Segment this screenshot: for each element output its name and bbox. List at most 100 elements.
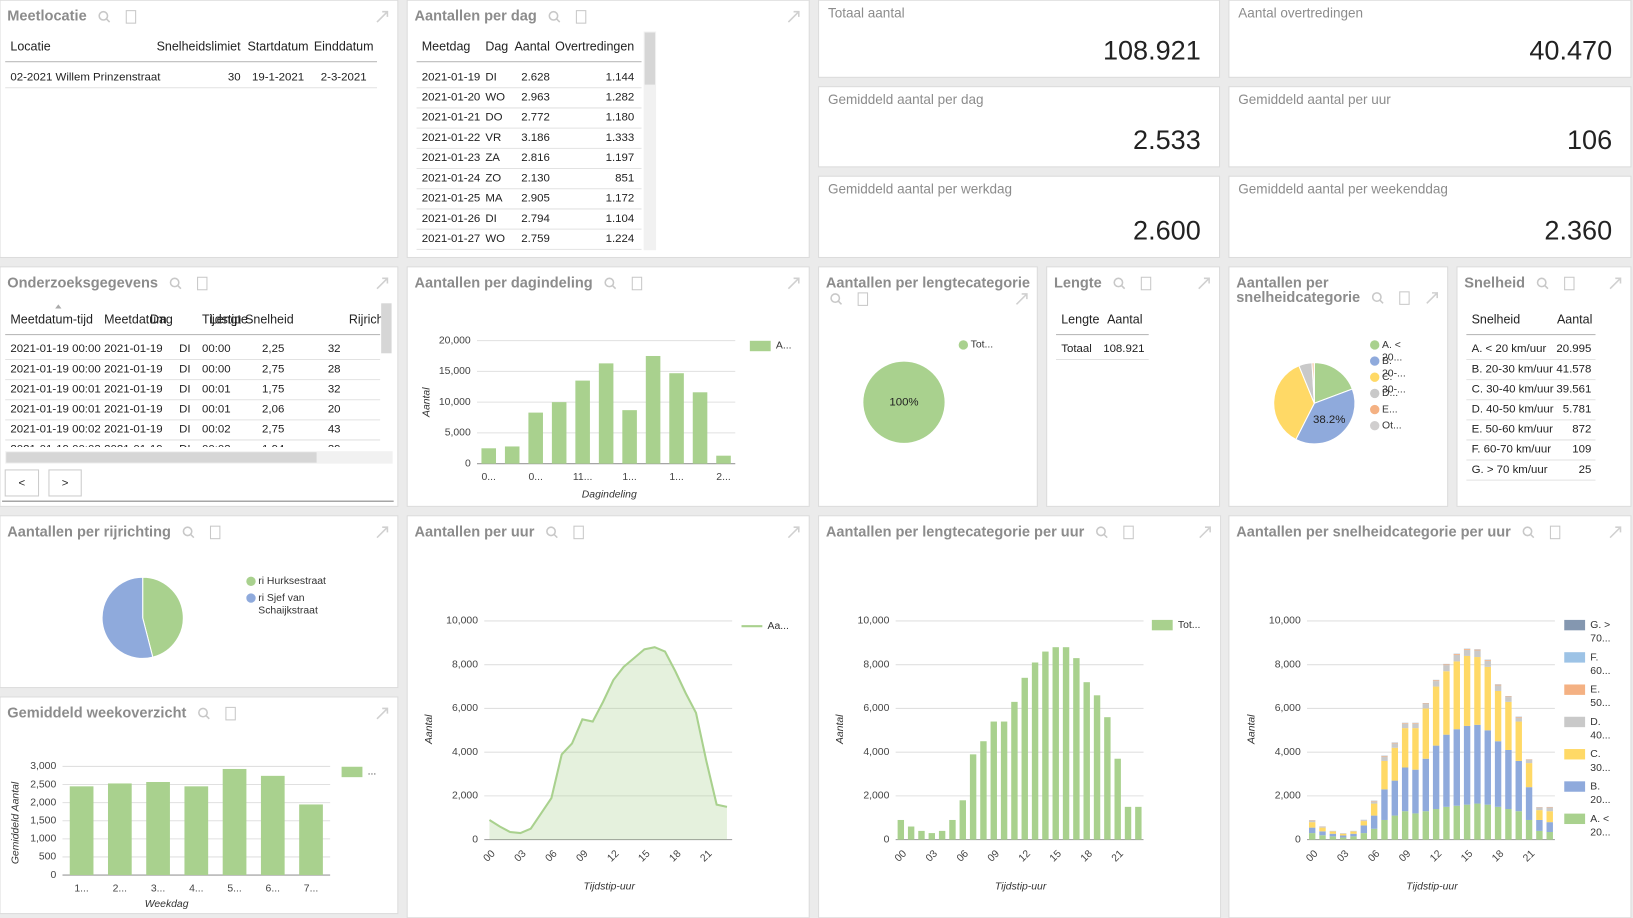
bar [959,800,966,840]
legend-label[interactable]: B. 20-... [1382,356,1406,379]
export-icon[interactable] [209,525,221,540]
kpi-title: Totaal aantal [828,5,905,20]
legend-label[interactable]: ri Hurksestraat [258,576,326,587]
table-cell: 2021-01-19 00:01 [10,383,100,395]
export-icon[interactable] [631,276,643,291]
scrollbar-thumb[interactable] [381,303,392,354]
table-cell: ZO [485,172,501,184]
export-icon[interactable] [1123,525,1134,540]
legend-label[interactable]: ... [368,767,377,778]
expand-icon[interactable] [1426,292,1438,304]
expand-icon[interactable] [787,277,800,290]
search-icon[interactable] [1096,526,1106,537]
export-icon[interactable] [1399,291,1410,305]
expand-icon[interactable] [1199,526,1211,539]
search-icon[interactable] [98,10,109,21]
y-tick-label: 2,000 [452,791,478,802]
page-button[interactable] [4,469,40,497]
legend-swatch [1564,813,1586,825]
legend-label[interactable]: A. <20... [1590,814,1610,839]
bar [1494,684,1502,686]
search-icon[interactable] [1113,277,1124,288]
bar [107,783,132,876]
legend-label[interactable]: A. <20... [1382,340,1402,363]
panel-tools [546,525,800,540]
export-icon[interactable] [575,10,587,24]
search-icon[interactable] [198,707,208,718]
expand-icon[interactable] [376,707,389,720]
legend-label[interactable]: D... [1382,388,1398,399]
legend-label[interactable]: Tot... [971,340,994,351]
legend-swatch [246,576,256,587]
expand-icon[interactable] [1609,526,1622,539]
search-icon[interactable] [546,526,556,537]
expand-icon[interactable] [1015,293,1028,305]
scrollbar-thumb[interactable] [6,452,317,463]
expand-icon[interactable] [787,10,800,23]
export-icon[interactable] [125,10,137,24]
search-icon-handle [205,715,210,720]
table-cell: B. 20-30 km/uur [1472,363,1554,375]
export-icon[interactable] [197,276,208,291]
legend-label[interactable]: ri Sjef van Schaijkstraat [258,593,318,616]
expand-icon[interactable] [787,526,800,539]
legend-label[interactable]: C. 30-... [1382,372,1406,395]
table-cell: 2021-01-19 00:03 [10,444,100,456]
expand-icon[interactable] [376,526,389,539]
bar [1412,813,1419,840]
x-tick-label: 4... [189,883,203,894]
kpi-card [1228,86,1632,168]
legend-label[interactable]: A... [776,341,792,352]
table-cell: DI [179,343,190,355]
expand-icon[interactable] [376,277,389,290]
legend-label[interactable]: Aa... [768,621,789,632]
export-icon[interactable] [225,706,236,721]
search-icon[interactable] [169,277,180,288]
legend-label[interactable]: G. >70... [1590,620,1610,645]
expand-icon[interactable] [1198,277,1210,290]
export-icon[interactable] [1549,525,1561,540]
legend-label[interactable]: Ot... [1382,420,1402,431]
legend-label[interactable]: Tot... [1178,620,1201,631]
column-header: Meetdag [422,39,471,53]
search-icon[interactable] [604,277,615,288]
export-icon[interactable] [1140,276,1152,291]
export-icon[interactable] [857,292,869,306]
legend-label[interactable]: E... [1382,404,1398,415]
y-tick-label: 5,000 [445,428,471,439]
kpi-card [818,0,1221,78]
legend-label[interactable]: D. 40... [1590,717,1610,742]
search-icon[interactable] [182,526,193,537]
bar [1391,743,1399,748]
export-icon[interactable] [1564,276,1575,291]
search-icon[interactable] [548,10,559,21]
x-tick-label: 1... [669,472,683,483]
page-button[interactable] [48,469,82,497]
search-icon[interactable] [830,293,841,304]
panel-title: Onderzoeksgegevens [7,275,158,291]
table-cell: 2021-01-22 [422,132,481,144]
search-icon[interactable] [1536,277,1547,288]
table-cell: 2,25 [262,343,284,355]
y-tick-label: 10,000 [446,616,478,627]
bar [1474,649,1481,651]
legend-label[interactable]: F. 60... [1590,652,1610,677]
bar [1484,804,1491,840]
legend-label[interactable]: C. 30... [1590,749,1610,774]
panel [0,515,399,689]
page-button-label[interactable]: < [19,478,26,490]
legend-label[interactable]: B. 20... [1590,781,1610,806]
bar [1546,807,1553,812]
legend-label[interactable]: E. 50... [1590,684,1610,709]
expand-icon[interactable] [1609,277,1622,290]
table-cell: 2,06 [262,403,284,415]
search-icon[interactable] [1371,292,1382,303]
search-icon[interactable] [1522,526,1533,537]
panel-title: Aantallen per dagindeling [414,275,592,291]
page-button-label[interactable]: > [62,478,69,490]
pie-slice [101,576,154,659]
scrollbar-thumb[interactable] [644,32,656,85]
expand-icon[interactable] [376,10,389,23]
kpi-card [818,175,1221,258]
export-icon[interactable] [573,525,584,540]
